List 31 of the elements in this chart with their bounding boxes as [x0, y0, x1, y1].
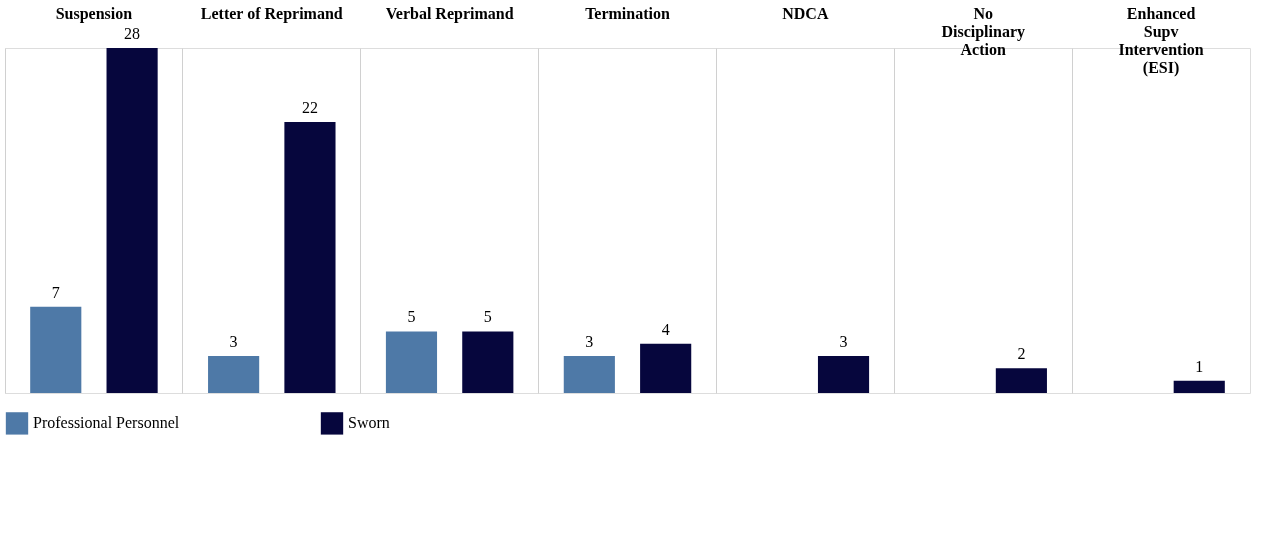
x-tick-label: Suspension	[55, 4, 133, 23]
data-label: 5	[407, 308, 416, 326]
data-label: 5	[483, 308, 492, 326]
x-tick-label: Enhanced Supv Intervention (ESI)	[1118, 4, 1204, 77]
x-tick-label: Letter of Reprimand	[200, 4, 343, 23]
legend-label: Professional Personnel	[33, 414, 180, 432]
x-tick-label: Termination	[585, 4, 670, 22]
bar	[563, 356, 615, 393]
bar	[30, 306, 82, 393]
bar	[462, 331, 514, 393]
x-tick-label: NDCA	[782, 4, 829, 22]
bar	[817, 356, 870, 393]
data-label: 7	[51, 283, 60, 301]
bar	[1173, 380, 1225, 393]
bar	[208, 356, 260, 393]
data-label: 3	[839, 333, 848, 351]
legend-label: Sworn	[348, 414, 390, 432]
x-tick-label: No Disciplinary Action	[941, 4, 1025, 58]
x-tick-label: Verbal Reprimand	[385, 4, 514, 23]
data-label: 4	[661, 320, 670, 338]
bar	[640, 343, 692, 393]
bar	[284, 121, 336, 393]
data-label: 22	[301, 98, 318, 116]
data-label: 1	[1195, 357, 1204, 375]
bar	[995, 368, 1047, 393]
data-label: 2	[1017, 345, 1026, 363]
data-label: 28	[124, 25, 141, 42]
data-label: 3	[585, 333, 594, 351]
bar	[106, 48, 158, 393]
bar	[385, 331, 438, 393]
data-label: 3	[229, 333, 238, 351]
